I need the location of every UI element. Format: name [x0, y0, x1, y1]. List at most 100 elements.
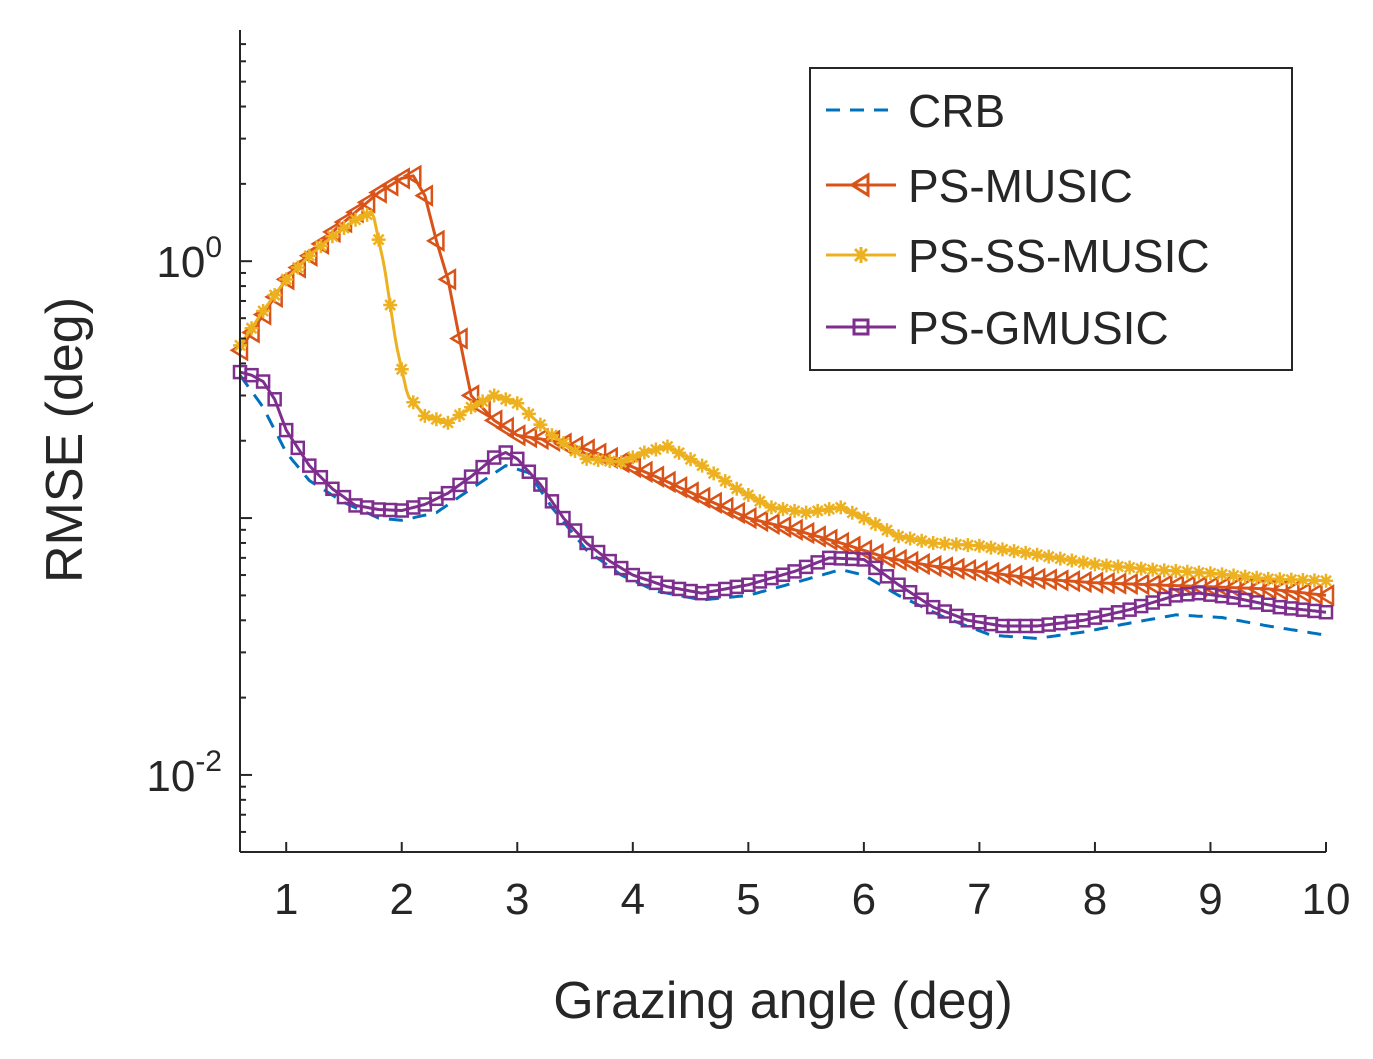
data-point-ps-music: [495, 416, 514, 440]
series-line-crb: [238, 374, 1327, 640]
data-point-ps-ss-music: [648, 442, 663, 457]
y-tick-exponent: 0: [205, 231, 222, 264]
y-tick-base: 10: [156, 238, 205, 287]
legend-item-ps-gmusic: PS-GMUSIC: [826, 302, 1169, 354]
data-point-ps-ss-music: [1064, 553, 1079, 568]
data-point-ps-ss-music: [521, 406, 536, 421]
data-point-ps-ss-music: [1307, 573, 1322, 588]
data-point-ps-gmusic: [902, 584, 918, 600]
data-point-ps-ss-music: [995, 542, 1010, 557]
data-point-ps-gmusic: [590, 544, 606, 560]
data-point-ps-music: [379, 174, 399, 197]
data-point-ps-ss-music: [1030, 547, 1045, 562]
data-point-ps-ss-music: [568, 444, 583, 459]
legend-label-ps-ss-music: PS-SS-MUSIC: [908, 230, 1210, 282]
x-tick-label: 8: [1083, 875, 1107, 924]
data-point-ps-ss-music: [903, 531, 918, 546]
data-point-ps-gmusic: [533, 477, 548, 492]
data-point-ps-gmusic: [290, 440, 306, 456]
data-point-ps-ss-music: [498, 392, 513, 407]
data-point-ps-music: [460, 384, 480, 407]
data-point-ps-ss-music: [244, 321, 259, 336]
data-point-ps-ss-music: [614, 455, 629, 470]
legend-marker-ps-gmusic: [852, 318, 870, 336]
x-tick-label: 9: [1198, 875, 1222, 924]
legend-marker-ps-music: [849, 172, 870, 198]
data-point-ps-ss-music: [325, 229, 340, 244]
data-point-ps-music: [483, 409, 503, 432]
data-point-ps-ss-music: [637, 445, 652, 460]
data-point-ps-gmusic: [313, 469, 329, 485]
data-point-ps-gmusic: [336, 489, 352, 505]
x-tick-label: 6: [852, 875, 876, 924]
data-point-ps-ss-music: [799, 505, 814, 520]
legend: CRB PS-MUSIC PS-SS-MUSIC PS-GMUSIC: [809, 67, 1293, 371]
data-point-ps-music: [668, 475, 688, 499]
y-tick-label: 10-2: [146, 745, 222, 801]
data-point-ps-gmusic: [521, 464, 537, 479]
data-point-ps-ss-music: [1076, 555, 1091, 570]
legend-box: [809, 67, 1293, 371]
data-point-ps-music: [1130, 573, 1150, 596]
data-point-ps-gmusic: [856, 552, 872, 567]
data-point-ps-ss-music: [729, 481, 744, 496]
data-point-ps-ss-music: [1168, 564, 1183, 579]
data-point-ps-ss-music: [267, 288, 282, 303]
data-point-ps-ss-music: [972, 538, 987, 553]
data-point-ps-music: [703, 491, 722, 515]
legend-label-ps-music: PS-MUSIC: [908, 160, 1133, 212]
data-point-ps-ss-music: [937, 536, 952, 551]
data-point-ps-ss-music: [360, 207, 375, 222]
legend-marker-ps-ss-music: [853, 247, 869, 263]
data-point-ps-ss-music: [256, 303, 271, 318]
data-point-ps-music: [425, 229, 445, 253]
data-point-ps-music: [645, 465, 665, 488]
x-axis-label: Grazing angle (deg): [553, 972, 1013, 1030]
x-tick-label: 5: [736, 875, 760, 924]
data-point-ps-music: [657, 470, 676, 494]
data-point-ps-music: [714, 496, 734, 520]
data-point-ps-ss-music: [290, 260, 305, 275]
y-tick-base: 10: [146, 752, 195, 801]
data-point-ps-ss-music: [313, 239, 328, 254]
x-tick-label: 2: [390, 875, 414, 924]
data-point-ps-ss-music: [440, 415, 455, 430]
data-point-ps-ss-music: [706, 466, 721, 481]
data-point-ps-music: [691, 486, 711, 509]
data-point-ps-ss-music: [833, 500, 848, 515]
data-point-ps-music: [680, 481, 699, 504]
data-point-ps-ss-music: [856, 511, 871, 526]
series-ps-ss-music: [233, 207, 1333, 588]
data-point-ps-ss-music: [1145, 562, 1160, 577]
legend-item-crb: CRB: [826, 85, 1005, 137]
data-point-ps-ss-music: [1087, 557, 1102, 572]
data-point-ps-ss-music: [1180, 564, 1195, 579]
data-point-ps-ss-music: [625, 450, 640, 465]
data-point-ps-gmusic: [556, 510, 571, 526]
data-point-ps-gmusic: [302, 458, 317, 473]
data-point-ps-ss-music: [348, 212, 363, 227]
data-point-ps-ss-music: [1226, 568, 1241, 583]
data-point-ps-music: [414, 184, 434, 207]
data-point-ps-ss-music: [417, 408, 432, 423]
data-point-ps-music: [1153, 573, 1173, 597]
data-point-ps-music: [402, 164, 422, 187]
data-point-ps-ss-music: [752, 494, 767, 509]
data-point-ps-music: [1096, 571, 1115, 595]
data-point-ps-music: [830, 531, 850, 555]
data-point-ps-music: [1084, 571, 1104, 594]
data-point-ps-gmusic: [567, 523, 583, 538]
x-tick-label: 4: [621, 875, 645, 924]
data-point-ps-ss-music: [787, 503, 802, 518]
series-crb: [238, 374, 1327, 640]
data-point-ps-ss-music: [879, 523, 894, 538]
x-tick-label: 10: [1302, 875, 1351, 924]
data-point-ps-gmusic: [325, 481, 340, 497]
data-point-ps-music: [841, 535, 861, 558]
data-point-ps-ss-music: [914, 533, 929, 548]
data-point-ps-ss-music: [718, 474, 733, 489]
data-point-ps-music: [368, 181, 387, 204]
data-point-ps-gmusic: [278, 422, 294, 438]
data-point-ps-music: [633, 460, 653, 484]
